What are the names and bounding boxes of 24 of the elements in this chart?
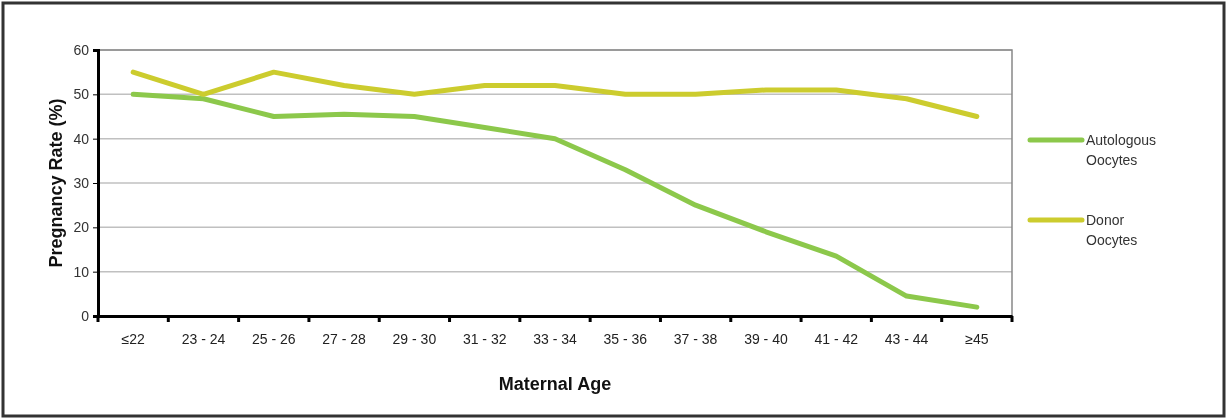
x-tick-label: 25 - 26 [251,330,296,347]
y-axis-title: Pregnancy Rate (%) [46,98,66,268]
y-tick-label: 30 [73,174,90,191]
x-axis-title: Maternal Age [498,374,612,394]
x-tick-label: 35 - 36 [603,330,648,347]
x-tick-label: 23 - 24 [181,330,226,347]
y-tick-label: 40 [73,130,90,147]
y-tick-label: 10 [73,263,90,280]
x-tick-label: 39 - 40 [744,330,788,347]
y-tick-label: 20 [73,219,90,236]
x-tick-label: 43 - 44 [884,330,929,347]
x-tick-label: 37 - 38 [673,330,718,347]
y-tick-label: 60 [73,41,90,58]
y-tick-label: 50 [73,86,90,103]
x-tick-label: 27 - 28 [322,330,367,347]
x-tick-label: ≤22 [121,330,145,347]
x-tick-label: 31 - 32 [462,330,507,347]
y-tick-label: 0 [81,307,90,324]
x-tick-label: 33 - 34 [533,330,577,347]
x-tick-label: 29 - 30 [392,330,437,347]
legend-label: Donor Oocytes [1086,212,1138,248]
x-tick-label: ≥45 [965,330,989,347]
legend-label: Autologous Oocytes [1086,132,1157,168]
x-tick-label: 41 - 42 [814,330,859,347]
